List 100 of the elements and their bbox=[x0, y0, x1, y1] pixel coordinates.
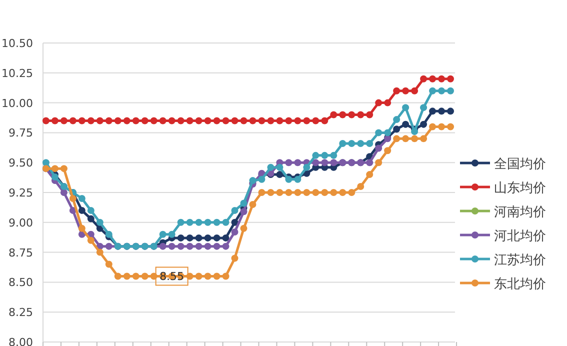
point bbox=[78, 224, 86, 232]
point bbox=[330, 189, 338, 196]
point bbox=[276, 117, 284, 124]
point bbox=[366, 111, 374, 118]
point bbox=[123, 272, 130, 280]
point bbox=[177, 234, 184, 242]
legend-label: 江苏均价 bbox=[494, 253, 546, 268]
point bbox=[402, 120, 410, 128]
point bbox=[258, 176, 266, 183]
point bbox=[276, 189, 284, 196]
point bbox=[186, 218, 194, 226]
point bbox=[384, 99, 392, 106]
point bbox=[96, 218, 104, 226]
point bbox=[429, 75, 436, 82]
point bbox=[420, 75, 428, 82]
point bbox=[339, 189, 346, 196]
point bbox=[78, 117, 86, 124]
point bbox=[213, 234, 220, 242]
point bbox=[240, 208, 248, 216]
point bbox=[267, 164, 274, 171]
point bbox=[87, 206, 94, 214]
point bbox=[204, 117, 212, 124]
point bbox=[96, 117, 104, 124]
point bbox=[348, 189, 356, 196]
point bbox=[366, 159, 374, 166]
point bbox=[222, 218, 230, 226]
point bbox=[429, 123, 436, 130]
point bbox=[69, 117, 76, 124]
point bbox=[321, 152, 328, 159]
point bbox=[213, 242, 220, 250]
point bbox=[411, 87, 418, 94]
point bbox=[357, 111, 364, 118]
point bbox=[375, 144, 382, 152]
point bbox=[294, 159, 302, 166]
point bbox=[177, 218, 184, 226]
point bbox=[402, 104, 410, 112]
point bbox=[51, 117, 58, 124]
point bbox=[150, 117, 158, 124]
point bbox=[240, 200, 248, 207]
point bbox=[258, 189, 266, 196]
point bbox=[447, 87, 454, 94]
point bbox=[321, 117, 328, 124]
point bbox=[42, 159, 50, 166]
point bbox=[312, 152, 320, 159]
point bbox=[330, 111, 338, 118]
point bbox=[402, 135, 410, 142]
point bbox=[195, 117, 202, 124]
point bbox=[447, 123, 454, 130]
point bbox=[429, 87, 436, 94]
point bbox=[375, 99, 382, 106]
legend-label: 全国均价 bbox=[494, 157, 546, 172]
point bbox=[168, 242, 176, 250]
point bbox=[213, 117, 220, 124]
point bbox=[366, 171, 374, 178]
point bbox=[195, 272, 202, 280]
point bbox=[168, 230, 176, 238]
point bbox=[87, 236, 94, 244]
point bbox=[348, 140, 356, 147]
point bbox=[195, 242, 202, 250]
point bbox=[141, 117, 148, 124]
point bbox=[321, 159, 328, 166]
point bbox=[312, 189, 320, 196]
point bbox=[438, 75, 446, 82]
point bbox=[231, 206, 238, 214]
point bbox=[186, 242, 194, 250]
point bbox=[393, 87, 400, 94]
legend-label: 山东均价 bbox=[494, 181, 546, 196]
point bbox=[42, 117, 50, 124]
point bbox=[357, 183, 364, 190]
point bbox=[276, 171, 284, 178]
y-tick-label: 10.50 bbox=[2, 37, 33, 50]
point bbox=[60, 117, 68, 124]
point bbox=[105, 230, 112, 238]
point bbox=[303, 117, 310, 124]
point bbox=[447, 75, 454, 82]
point bbox=[366, 140, 374, 147]
point bbox=[60, 165, 68, 172]
y-tick-label: 10.00 bbox=[2, 96, 33, 110]
point bbox=[339, 111, 346, 118]
point bbox=[51, 165, 58, 172]
legend-label: 河南均价 bbox=[494, 205, 546, 220]
point bbox=[294, 189, 302, 196]
point bbox=[249, 200, 256, 208]
point bbox=[186, 117, 194, 124]
point bbox=[312, 159, 320, 166]
point bbox=[438, 87, 446, 94]
point bbox=[411, 128, 418, 136]
point bbox=[357, 140, 364, 147]
point bbox=[132, 272, 140, 280]
point bbox=[222, 272, 230, 280]
point bbox=[276, 164, 284, 171]
point bbox=[285, 159, 292, 166]
point bbox=[195, 218, 202, 226]
y-tick-label: 9.75 bbox=[8, 126, 33, 140]
point bbox=[294, 176, 302, 183]
point bbox=[258, 117, 266, 124]
point bbox=[105, 117, 112, 124]
point bbox=[78, 206, 86, 214]
point bbox=[393, 116, 400, 124]
point bbox=[105, 242, 112, 250]
